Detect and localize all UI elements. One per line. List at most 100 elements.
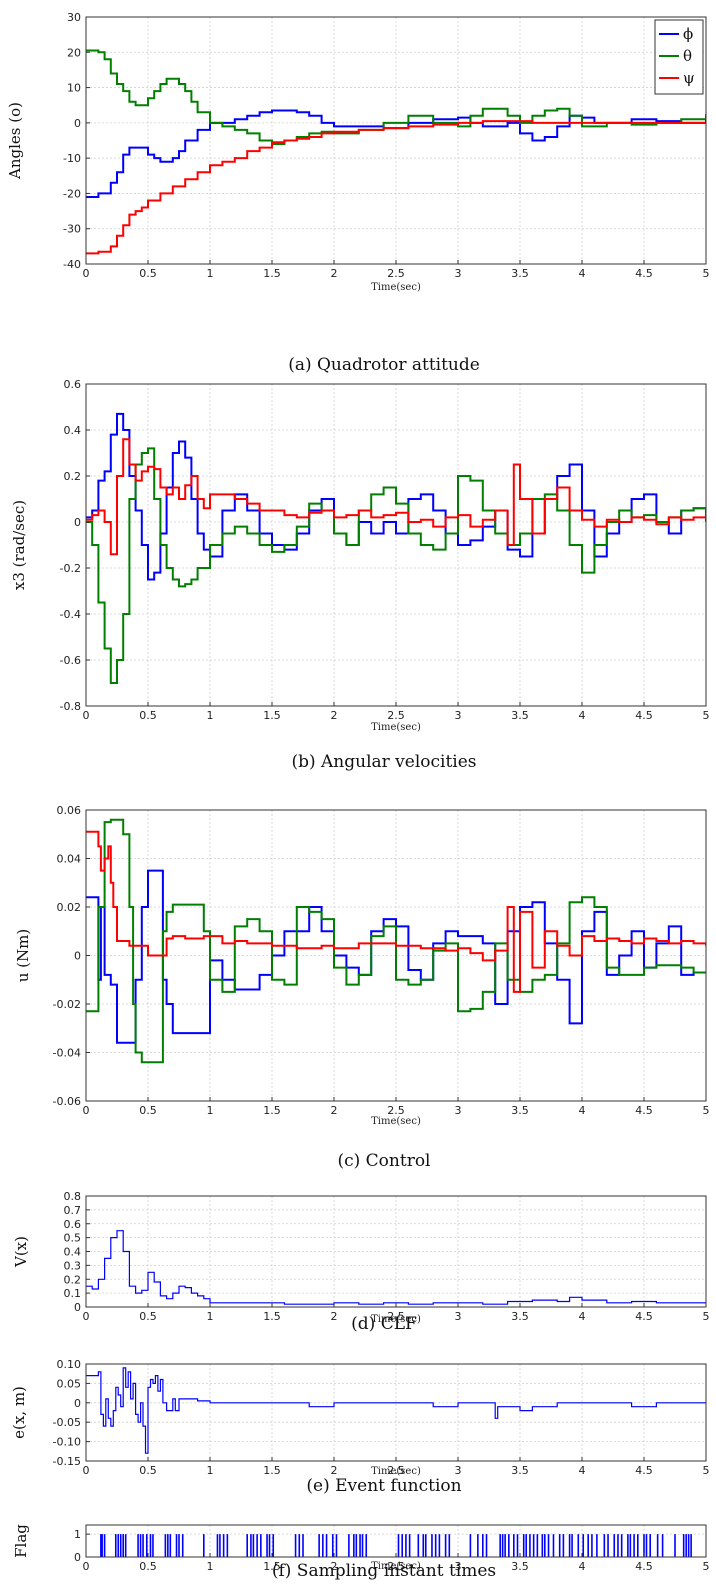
x-axis-label: Time(sec) xyxy=(371,1466,421,1477)
x-tick-label: 3 xyxy=(455,709,462,722)
y-tick-label: 0.8 xyxy=(64,1190,82,1203)
series-line-2 xyxy=(86,818,706,1064)
x-tick-label: 3 xyxy=(455,1104,462,1117)
x-tick-label: 5 xyxy=(703,267,710,280)
x-tick-label: 1.5 xyxy=(263,1464,281,1477)
subfigure-caption: (f) Sampling instant times xyxy=(272,1561,496,1581)
subfigure-caption: (d) CLF xyxy=(351,1314,417,1334)
x-axis-label: Time(sec) xyxy=(371,1314,421,1325)
x-tick-label: 1.5 xyxy=(263,1104,281,1117)
y-tick-label: 0.2 xyxy=(64,470,82,483)
y-axis-label: Flag xyxy=(12,1524,30,1558)
x-tick-label: 4.5 xyxy=(635,1310,653,1323)
y-tick-label: 0 xyxy=(74,1551,81,1564)
subfigure-caption: (c) Control xyxy=(337,1151,430,1171)
series-line-1 xyxy=(86,1230,706,1305)
x-tick-label: 3.5 xyxy=(511,709,529,722)
x-tick-label: 0 xyxy=(83,1310,90,1323)
x-tick-label: 1 xyxy=(207,267,214,280)
x-tick-label: 5 xyxy=(703,1464,710,1477)
x-tick-label: 0 xyxy=(83,1560,90,1573)
tick-labels: 0 0.5 1 1.5 2 2.5 3 3.5 4 4.5 5 -0.06 -0.04 -0.02 0 0.0… xyxy=(53,804,710,1117)
x-tick-label: 2 xyxy=(331,1310,338,1323)
x-tick-label: 2 xyxy=(331,1560,338,1573)
series-line-3 xyxy=(86,438,706,556)
y-tick-label: 0.06 xyxy=(57,804,82,817)
tick-labels: 0 0.5 1 1.5 2 2.5 3 3.5 4 4.5 5 0 1 xyxy=(74,1528,710,1573)
series-group xyxy=(86,412,706,684)
y-axis-label: Angles (o) xyxy=(6,102,24,180)
series-line-2 xyxy=(86,447,706,684)
tick-labels: 0 0.5 1 1.5 2 2.5 3 3.5 4 4.5 5 -0.8 -0.6 -0.4 -0.2 0 0.… xyxy=(60,378,710,722)
y-tick-label: 0 xyxy=(74,1301,81,1314)
legend-label: ϕ xyxy=(683,25,693,43)
y-axis-label: u (Nm) xyxy=(14,929,32,982)
series-line-3 xyxy=(86,120,706,255)
chart-panel-2: 0 0.5 1 1.5 2 2.5 3 3.5 4 4.5 5 -0.8 -0.6 -0.4 -0.2 0 0.… xyxy=(10,378,710,772)
y-tick-label: 10 xyxy=(67,82,81,95)
series-group xyxy=(86,818,706,1064)
x-tick-label: 0.5 xyxy=(139,267,157,280)
x-tick-label: 0 xyxy=(83,1464,90,1477)
y-tick-label: -0.04 xyxy=(53,1047,81,1060)
x-tick-label: 3.5 xyxy=(511,1310,529,1323)
y-tick-label: -0.6 xyxy=(60,654,81,667)
x-tick-label: 4 xyxy=(579,709,586,722)
subfigure-caption: (a) Quadrotor attitude xyxy=(288,355,480,375)
y-tick-label: -0.06 xyxy=(53,1095,81,1108)
series-group xyxy=(86,49,706,255)
y-tick-label: -0.02 xyxy=(53,998,81,1011)
tick-labels: 0 0.5 1 1.5 2 2.5 3 3.5 4 4.5 5 -40 -30 -20 -10 0 10 20 30 xyxy=(63,11,709,280)
x-tick-label: 1.5 xyxy=(263,1560,281,1573)
y-tick-label: 0.3 xyxy=(64,1259,82,1272)
x-tick-label: 2 xyxy=(331,1104,338,1117)
y-tick-label: 0.10 xyxy=(57,1358,82,1371)
y-tick-label: -0.05 xyxy=(53,1416,81,1429)
y-tick-label: -0.10 xyxy=(53,1436,81,1449)
series-line-3 xyxy=(86,830,706,993)
x-tick-label: 1 xyxy=(207,1560,214,1573)
chart-panel-1: 0 0.5 1 1.5 2 2.5 3 3.5 4 4.5 5 -40 -30 -20 -10 0 10 20 30… xyxy=(6,11,710,375)
y-tick-label: 0.4 xyxy=(64,424,82,437)
y-tick-label: 1 xyxy=(74,1528,81,1541)
x-tick-label: 4.5 xyxy=(635,267,653,280)
x-tick-label: 5 xyxy=(703,709,710,722)
y-tick-label: 0.6 xyxy=(64,1218,82,1231)
y-tick-label: 0.2 xyxy=(64,1273,82,1286)
x-tick-label: 3 xyxy=(455,1464,462,1477)
x-axis-label: Time(sec) xyxy=(371,722,421,733)
x-tick-label: 4 xyxy=(579,267,586,280)
x-tick-label: 4.5 xyxy=(635,1104,653,1117)
subfigure-caption: (b) Angular velocities xyxy=(291,752,476,772)
x-tick-label: 1 xyxy=(207,1104,214,1117)
subfigure-caption: (e) Event function xyxy=(306,1476,461,1496)
x-tick-label: 3 xyxy=(455,1560,462,1573)
y-tick-label: -0.4 xyxy=(60,608,81,621)
x-tick-label: 0 xyxy=(83,267,90,280)
tick-labels: 0 0.5 1 1.5 2 2.5 3 3.5 4 4.5 5 -0.15 -0.10 -0.05 0 0.0… xyxy=(53,1358,710,1477)
y-tick-label: 0.7 xyxy=(64,1204,82,1217)
x-tick-label: 1 xyxy=(207,709,214,722)
y-tick-label: 0.5 xyxy=(64,1232,82,1245)
y-tick-label: 0 xyxy=(74,950,81,963)
x-tick-label: 2 xyxy=(331,709,338,722)
x-tick-label: 2.5 xyxy=(387,1464,405,1477)
y-tick-label: 0.05 xyxy=(57,1377,82,1390)
x-tick-label: 5 xyxy=(703,1104,710,1117)
y-tick-label: -20 xyxy=(63,187,81,200)
series-line-1 xyxy=(86,1367,706,1454)
x-axis-label: Time(sec) xyxy=(371,1116,421,1127)
y-tick-label: 20 xyxy=(67,46,81,59)
x-tick-label: 5 xyxy=(703,1310,710,1323)
x-tick-label: 1 xyxy=(207,1310,214,1323)
y-tick-label: -10 xyxy=(63,152,81,165)
legend-label: θ xyxy=(683,47,692,65)
y-axis-label: V(x) xyxy=(12,1236,30,1268)
tick-labels: 0 0.5 1 1.5 2 2.5 3 3.5 4 4.5 500.10.20.30.40.50.6… xyxy=(64,1190,710,1323)
x-axis-label: Time(sec) xyxy=(371,282,421,293)
y-tick-label: -0.15 xyxy=(53,1455,81,1468)
chart-panel-3: 0 0.5 1 1.5 2 2.5 3 3.5 4 4.5 5 -0.06 -0.04 -0.02 0 0.0… xyxy=(14,804,710,1171)
series-group xyxy=(86,1367,706,1454)
y-tick-label: 0.04 xyxy=(57,853,82,866)
